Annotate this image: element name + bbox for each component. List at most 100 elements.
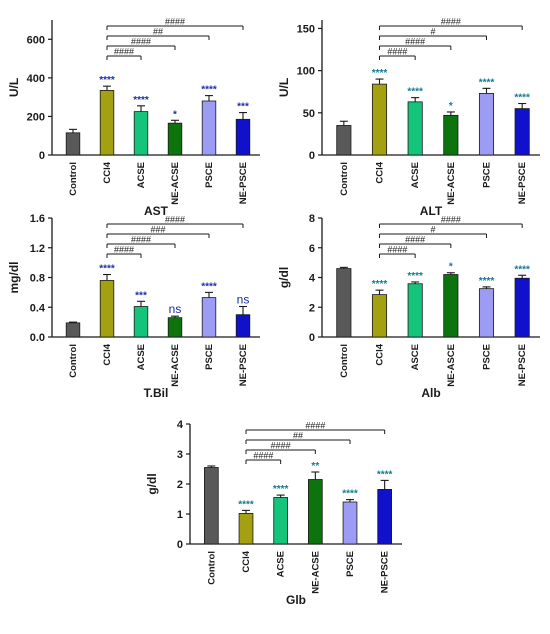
- bar: [336, 125, 352, 156]
- significance-marker: ****: [99, 75, 115, 86]
- bracket-label: ####: [131, 37, 151, 47]
- y-axis-label: U/L: [7, 78, 21, 97]
- significance-marker: ****: [201, 281, 217, 292]
- significance-marker: ****: [372, 279, 388, 290]
- category-label: ACSE: [136, 162, 147, 188]
- bracket-label: ##: [153, 27, 163, 37]
- bracket-label: ####: [441, 17, 461, 27]
- category-label: Control: [339, 162, 350, 196]
- bar: [201, 100, 217, 156]
- y-tick-label: 3: [177, 449, 183, 461]
- y-tick-label: 400: [27, 73, 45, 85]
- category-label: NE-ACSE: [310, 551, 321, 594]
- category-label: PSCE: [204, 344, 215, 370]
- y-tick-label: 600: [27, 34, 45, 46]
- significance-marker: *: [449, 101, 453, 112]
- bar: [65, 322, 81, 338]
- bracket-label: #: [430, 225, 435, 235]
- x-axis-title: Glb: [286, 593, 306, 607]
- significance-marker: ****: [514, 93, 530, 104]
- y-tick-label: 150: [297, 23, 315, 35]
- panel-c: 0.0 0.4 0.8 1.2 1.6 mg/dl Control **** CCl4 *** AC…: [7, 213, 260, 400]
- bar: [238, 513, 254, 545]
- bar: [133, 111, 149, 156]
- bracket-label: ####: [271, 441, 291, 451]
- category-label: Control: [68, 344, 79, 378]
- significance-marker: *: [173, 109, 177, 120]
- y-axis-label: mg/dl: [7, 262, 21, 294]
- bar: [478, 288, 495, 338]
- bar: [478, 93, 495, 156]
- y-tick-label: 1.2: [30, 243, 45, 255]
- significance-marker: ****: [479, 276, 495, 287]
- bar: [203, 467, 219, 545]
- y-tick-label: 0.0: [30, 332, 45, 344]
- bar: [99, 89, 115, 156]
- bar: [336, 268, 352, 338]
- category-label: CCl4: [375, 343, 386, 365]
- x-axis-title: ALT: [420, 204, 443, 218]
- category-label: CCl4: [102, 161, 113, 183]
- bar: [342, 501, 358, 545]
- y-tick-label: 6: [309, 243, 315, 255]
- significance-marker: *: [449, 262, 453, 273]
- significance-marker: ****: [238, 499, 254, 510]
- category-label: CCl4: [241, 550, 252, 572]
- bracket-label: ####: [405, 37, 425, 47]
- bar: [371, 83, 388, 156]
- category-label: NE-PSCE: [238, 344, 249, 386]
- significance-marker: ***: [237, 102, 249, 113]
- y-tick-label: 0: [39, 150, 45, 162]
- significance-marker: ****: [514, 264, 530, 275]
- y-tick-label: 0.8: [30, 273, 45, 285]
- category-label: NE-PSCE: [238, 162, 249, 204]
- category-label: ACSE: [136, 344, 147, 370]
- bracket-label: ####: [253, 451, 273, 461]
- bar: [407, 101, 423, 156]
- bracket-label: ####: [387, 47, 407, 57]
- bracket-label: ####: [387, 245, 407, 255]
- panel-a: 0 200 400 600 U/L Control **** CCl4 **** ACSE * NE-…: [7, 17, 260, 218]
- y-tick-label: 4: [309, 273, 316, 285]
- bar: [99, 280, 115, 338]
- bar: [514, 108, 530, 156]
- bracket-label: ####: [131, 235, 151, 245]
- y-tick-label: 0: [309, 332, 315, 344]
- significance-marker: ****: [133, 95, 149, 106]
- y-axis-label: g/dl: [277, 267, 291, 288]
- bracket-label: ####: [405, 235, 425, 245]
- significance-marker: ***: [135, 290, 147, 301]
- x-axis-title: T.Bil: [144, 386, 169, 400]
- y-tick-label: 50: [303, 108, 315, 120]
- y-tick-label: 4: [177, 419, 184, 431]
- category-label: NE-ACSE: [446, 162, 457, 205]
- bar: [377, 488, 393, 545]
- y-tick-label: 0.4: [30, 302, 46, 314]
- category-label: NE-PSCE: [380, 551, 391, 593]
- bracket-label: #: [430, 27, 435, 37]
- significance-marker: ****: [377, 469, 393, 480]
- category-label: NE-PSCE: [517, 162, 528, 204]
- category-label: PSCE: [204, 162, 215, 188]
- bar: [235, 118, 251, 156]
- bracket-label: ####: [114, 245, 134, 255]
- category-label: NE-ACSE: [170, 344, 181, 387]
- category-label: PSCE: [482, 162, 493, 188]
- significance-marker: ****: [273, 484, 289, 495]
- category-label: Control: [339, 344, 350, 378]
- y-tick-label: 200: [27, 111, 45, 123]
- bar: [201, 297, 217, 338]
- significance-marker: ****: [407, 271, 423, 282]
- bracket-label: ####: [305, 421, 325, 431]
- significance-marker: ****: [407, 87, 423, 98]
- panel-d: 0 2 4 6 8 g/dl Control **** CCl4 **** ASCE * NE-ASCE…: [277, 213, 540, 400]
- x-axis-title: AST: [144, 204, 169, 218]
- category-label: ACSE: [410, 162, 421, 188]
- significance-marker: **: [311, 461, 319, 472]
- y-tick-label: 100: [297, 66, 315, 78]
- bracket-label: ####: [114, 47, 134, 57]
- significance-marker: ns: [237, 293, 250, 307]
- bar: [133, 306, 149, 338]
- y-tick-label: 2: [177, 479, 183, 491]
